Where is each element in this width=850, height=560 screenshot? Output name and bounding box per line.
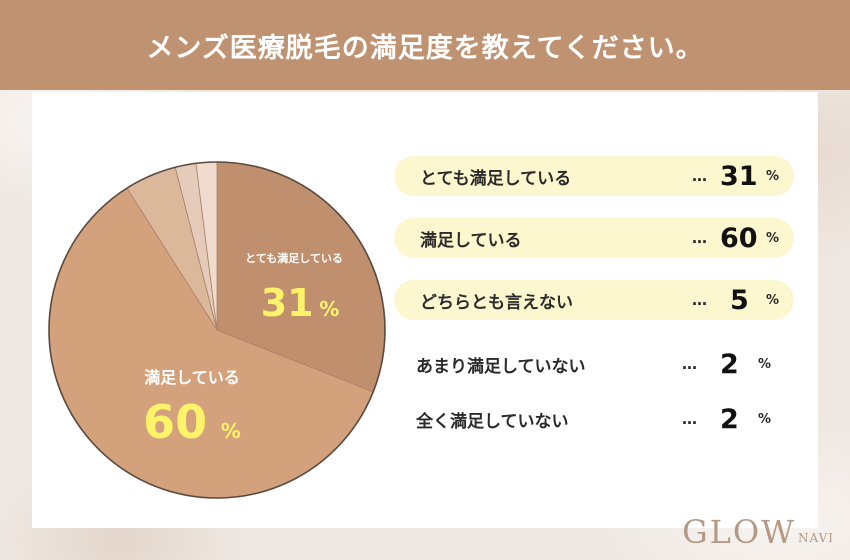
legend-unit: % <box>758 356 772 372</box>
legend-dots: … <box>692 229 708 247</box>
legend-dots: … <box>692 291 708 309</box>
logo-main-text: GLOW <box>682 513 797 551</box>
legend-row: 満足している … 60% <box>394 218 794 258</box>
legend-unit: % <box>758 411 772 427</box>
legend-row: とても満足している … 31% <box>394 156 794 196</box>
legend-unit: % <box>766 230 780 246</box>
slice-label-very-satisfied: とても満足している <box>245 251 343 265</box>
chart-card: とても満足している 31 % 満足している 60 % とても満足している … 31%… <box>32 92 818 528</box>
page-title: メンズ医療脱毛の満足度を教えてください。 <box>146 32 704 64</box>
legend-unit: % <box>766 292 780 308</box>
legend-value: 2 <box>720 403 739 435</box>
legend-dots: … <box>692 167 708 185</box>
legend-row: あまり満足していない … 2% <box>394 344 794 384</box>
slice-value-number: 60 <box>143 395 207 449</box>
legend-label: 全く満足していない <box>416 411 569 432</box>
legend-label: 満足している <box>420 230 522 251</box>
slice-value-very-satisfied: 31 % <box>261 281 340 325</box>
legend-value: 31 <box>720 160 758 192</box>
slice-value-unit: % <box>221 419 241 443</box>
legend-label: どちらとも言えない <box>420 292 573 313</box>
legend-value: 2 <box>720 348 739 380</box>
pie-outline <box>48 161 386 499</box>
slice-label-satisfied: 満足している <box>144 368 240 387</box>
legend-row: どちらとも言えない … 5% <box>394 280 794 320</box>
legend-value: 60 <box>720 222 758 254</box>
slice-value-satisfied: 60 % <box>143 395 241 449</box>
pie-chart: とても満足している 31 % 満足している 60 % <box>48 161 386 499</box>
legend-label: あまり満足していない <box>416 356 586 377</box>
legend-dots: … <box>682 410 698 428</box>
slice-value-unit: % <box>319 297 339 321</box>
legend-row: 全く満足していない … 2% <box>394 399 794 439</box>
legend-dots: … <box>682 355 698 373</box>
title-banner: メンズ医療脱毛の満足度を教えてください。 <box>0 0 850 90</box>
logo-sub-text: NAVI <box>798 531 834 545</box>
legend-unit: % <box>766 168 780 184</box>
glow-navi-logo: GLOW NAVI <box>682 516 834 548</box>
legend-label: とても満足している <box>420 168 572 189</box>
legend-value: 5 <box>730 284 749 316</box>
slice-value-number: 31 <box>261 281 314 325</box>
